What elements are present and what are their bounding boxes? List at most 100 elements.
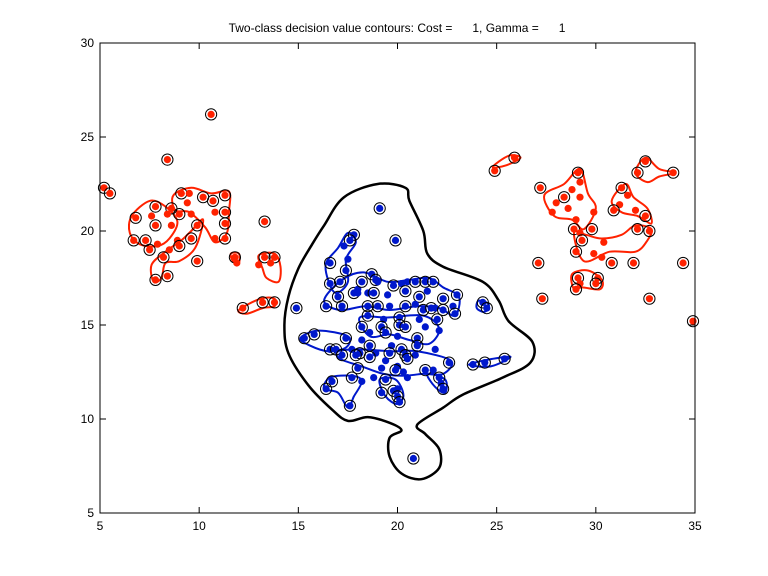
support-vector-ring <box>161 153 174 166</box>
support-vector-ring <box>383 347 396 360</box>
blue-class-point <box>340 242 348 250</box>
support-vector-ring <box>379 373 392 386</box>
red-class-point <box>163 156 171 164</box>
axes: 5 10 15 20 25 30 35 5 10 15 20 25 30 <box>81 36 702 533</box>
blue-class-point <box>431 304 439 312</box>
y-tick-label: 10 <box>81 412 95 426</box>
support-vector-ring <box>343 234 356 247</box>
support-vector-ring <box>361 309 374 322</box>
blue-class-point <box>374 278 382 286</box>
support-vector-ring <box>488 164 501 177</box>
red-class-point <box>633 225 642 233</box>
red-class-point <box>641 157 650 165</box>
blue-class-point <box>431 345 439 353</box>
support-vector-ring <box>631 223 644 236</box>
red-class-point <box>576 178 584 186</box>
support-vector-ring <box>371 300 384 313</box>
red-class-point <box>629 259 638 267</box>
support-vector-ring <box>448 307 462 320</box>
support-vector-ring <box>355 275 368 288</box>
support-vector-ring <box>339 264 352 277</box>
red-class-point <box>233 259 241 267</box>
blue-class-point <box>354 289 362 297</box>
red-class-point <box>618 184 626 192</box>
blue-class-point <box>322 385 330 393</box>
support-vector-ring <box>343 399 356 412</box>
blue-class-point <box>378 364 386 372</box>
support-vector-ring <box>569 245 583 258</box>
blue-class-point <box>370 289 378 297</box>
blue-class-point <box>415 315 423 323</box>
blue-class-point <box>292 304 300 312</box>
blue-class-point <box>401 287 409 295</box>
red-class-point <box>588 225 596 233</box>
support-vector-ring <box>324 256 337 270</box>
red-class-point <box>100 184 108 192</box>
support-vector-ring <box>373 202 386 215</box>
blue-class-point <box>439 295 447 303</box>
support-vector-ring <box>409 275 422 288</box>
red-class-point <box>548 208 556 216</box>
blue-class-point <box>423 287 431 295</box>
red-class-point <box>616 201 624 209</box>
red-class-point <box>163 210 171 218</box>
support-vector-ring <box>407 452 420 465</box>
support-vector-ring <box>686 315 700 328</box>
blue-class-point <box>300 334 308 342</box>
support-vector-ring <box>532 256 545 270</box>
x-tick-label: 15 <box>292 519 306 533</box>
red-class-point <box>259 298 267 306</box>
blue-class-point <box>358 377 366 385</box>
red-class-point <box>199 193 207 201</box>
x-tick-label: 5 <box>97 519 104 533</box>
y-tick-label: 30 <box>81 36 95 50</box>
support-vector-ring <box>367 286 380 300</box>
red-class-point <box>261 253 269 261</box>
blue-class-point <box>397 345 406 353</box>
red-class-point <box>574 169 582 177</box>
support-vector-ring <box>389 234 402 247</box>
support-vector-ring <box>143 243 156 256</box>
support-vector-ring <box>631 166 644 179</box>
red-class-point <box>221 234 229 243</box>
support-vector-ring <box>290 302 303 315</box>
blue-class-point <box>403 278 411 286</box>
red-class-point <box>132 214 140 222</box>
support-vector-ring <box>589 277 602 290</box>
support-vector-ring <box>320 300 333 313</box>
support-vector-ring <box>437 382 450 395</box>
blue-class-point <box>370 374 378 382</box>
blue-class-point <box>334 293 342 301</box>
red-class-point <box>221 208 229 216</box>
blue-class-point <box>415 293 423 301</box>
red-class-point <box>183 199 191 207</box>
x-tick-label: 20 <box>391 519 405 533</box>
red-class-point <box>130 236 138 244</box>
blue-class-point <box>348 345 356 353</box>
red-class-point <box>211 234 219 243</box>
blue-class-point <box>445 359 453 367</box>
red-class-point <box>211 208 219 216</box>
support-vector-ring <box>218 189 232 202</box>
red-class-point <box>255 261 263 269</box>
blue-class-point <box>342 334 350 342</box>
blue-class-point <box>374 302 382 310</box>
support-vector-ring <box>478 356 491 369</box>
blue-class-point <box>352 351 360 359</box>
red-class-point <box>689 317 697 325</box>
support-vector-ring <box>450 288 464 301</box>
red-margin-contour-8 <box>543 167 597 231</box>
data-points <box>97 108 700 465</box>
blue-class-point <box>366 342 374 350</box>
blue-class-point <box>342 266 350 275</box>
x-tick-label: 10 <box>192 519 206 533</box>
support-vector-ring <box>466 358 479 371</box>
support-vector-ring <box>298 332 311 345</box>
boundary-contour <box>283 182 536 481</box>
blue-class-point <box>439 306 447 314</box>
support-vector-ring <box>393 396 406 409</box>
red-class-point <box>633 169 642 177</box>
red-class-point <box>669 169 677 177</box>
support-vector-ring <box>185 232 198 245</box>
red-class-point <box>151 221 160 229</box>
